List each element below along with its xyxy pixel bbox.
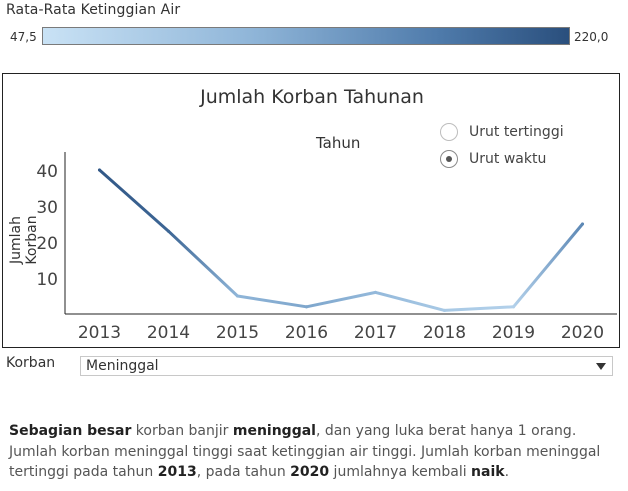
chart-panel: Jumlah Korban Tahunan Tahun Urut terting…: [2, 73, 620, 348]
x-tick-label: 2020: [561, 323, 604, 343]
data-point[interactable]: [305, 305, 308, 309]
x-tick-label: 2016: [285, 323, 328, 343]
legend-min-label: 47,5: [10, 30, 37, 44]
x-tick-label: 2017: [354, 323, 397, 343]
summary-emphasis: naik: [471, 464, 505, 480]
data-point[interactable]: [236, 294, 239, 298]
legend-title: Rata-Rata Ketinggian Air: [6, 2, 181, 18]
sort-option-label: Urut waktu: [469, 151, 547, 167]
data-point[interactable]: [98, 168, 101, 172]
dropdown-value: Meninggal: [86, 358, 159, 374]
series-line-segment: [305, 290, 377, 309]
sort-option-label: Urut tertinggi: [469, 124, 564, 140]
x-tick-label: 2014: [147, 323, 190, 343]
y-tick-label: 40: [36, 162, 58, 182]
data-point[interactable]: [443, 308, 446, 312]
korban-dropdown[interactable]: Meninggal: [80, 356, 613, 376]
line-chart: 10 20 30 40 2013 2014 2015 2016 2017 2018 2019 2020: [36, 152, 617, 343]
radio-unchecked-icon[interactable]: [440, 123, 458, 141]
chart-title: Jumlah Korban Tahunan: [200, 86, 424, 108]
summary-emphasis: 2020: [290, 464, 330, 480]
summary-segment: korban banjir: [131, 423, 233, 439]
series-line-segment: [443, 305, 515, 312]
filter-label: Korban: [6, 355, 56, 371]
radio-checked-icon[interactable]: [440, 150, 458, 168]
x-axis-title: Tahun: [316, 134, 361, 152]
y-tick-label: 20: [36, 234, 58, 254]
legend-max-label: 220,0: [574, 30, 609, 44]
x-tick-label: 2015: [216, 323, 259, 343]
series-line-segment: [236, 294, 308, 309]
summary-emphasis: Sebagian besar: [9, 423, 132, 439]
data-point[interactable]: [512, 305, 515, 309]
data-point[interactable]: [167, 229, 170, 233]
series-line-segment: [167, 229, 239, 298]
series-line-segment: [98, 168, 170, 233]
data-point[interactable]: [581, 222, 584, 226]
chevron-down-icon[interactable]: [596, 363, 606, 370]
x-tick-label: 2019: [492, 323, 535, 343]
y-tick-label: 30: [36, 198, 58, 218]
data-point[interactable]: [374, 290, 377, 294]
sort-option-highest[interactable]: Urut tertinggi: [440, 123, 564, 141]
x-tick-label: 2018: [423, 323, 466, 343]
summary-text: Sebagian besar korban banjir meninggal, …: [9, 421, 621, 483]
x-tick-label: 2013: [78, 323, 121, 343]
summary-segment: jumlahnya kembali: [329, 464, 472, 480]
summary-segment: , pada tahun: [196, 464, 291, 480]
y-tick-label: 10: [36, 270, 58, 290]
legend-gradient-bar: [42, 27, 570, 45]
series-line-segment: [512, 222, 584, 309]
summary-emphasis: meninggal: [232, 423, 316, 439]
summary-emphasis: 2013: [157, 464, 197, 480]
summary-segment: .: [504, 464, 510, 480]
sort-option-time[interactable]: Urut waktu: [440, 150, 546, 168]
series-line-segment: [374, 290, 446, 312]
summary-segment: , dan yang luka berat hanya 1 orang. Jum…: [9, 423, 601, 480]
